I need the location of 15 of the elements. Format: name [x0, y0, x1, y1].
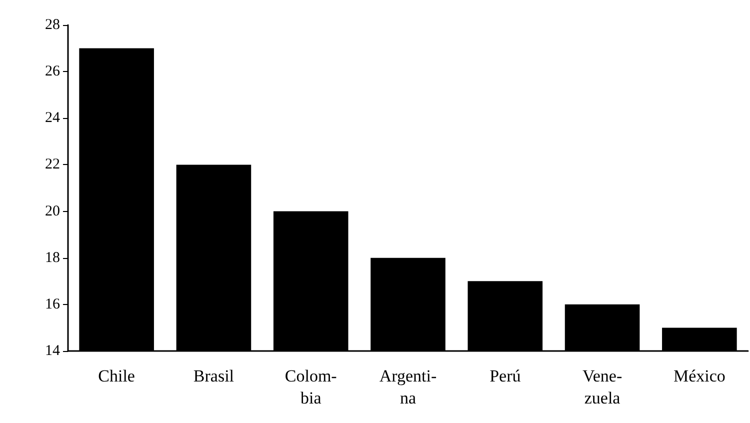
- y-tick-label: 28: [45, 17, 60, 33]
- x-tick-label: Chile: [98, 366, 135, 386]
- x-tick-label: Perú: [490, 366, 522, 386]
- x-tick-label: México: [673, 366, 726, 386]
- y-tick-label: 20: [45, 203, 60, 220]
- x-tick-label: Vene- zuela: [582, 366, 622, 408]
- x-tick-label: Argenti- na: [379, 366, 437, 408]
- y-tick-label: 14: [45, 343, 60, 359]
- y-tick-label: 22: [45, 156, 60, 173]
- y-tick-label: 18: [45, 250, 60, 266]
- y-tick-label: 26: [45, 64, 60, 80]
- x-tick-label: Colom- bia: [284, 366, 338, 408]
- y-tick-label: 16: [45, 296, 60, 312]
- y-tick-label: 24: [45, 110, 60, 126]
- x-tick-label: Brasil: [193, 366, 234, 386]
